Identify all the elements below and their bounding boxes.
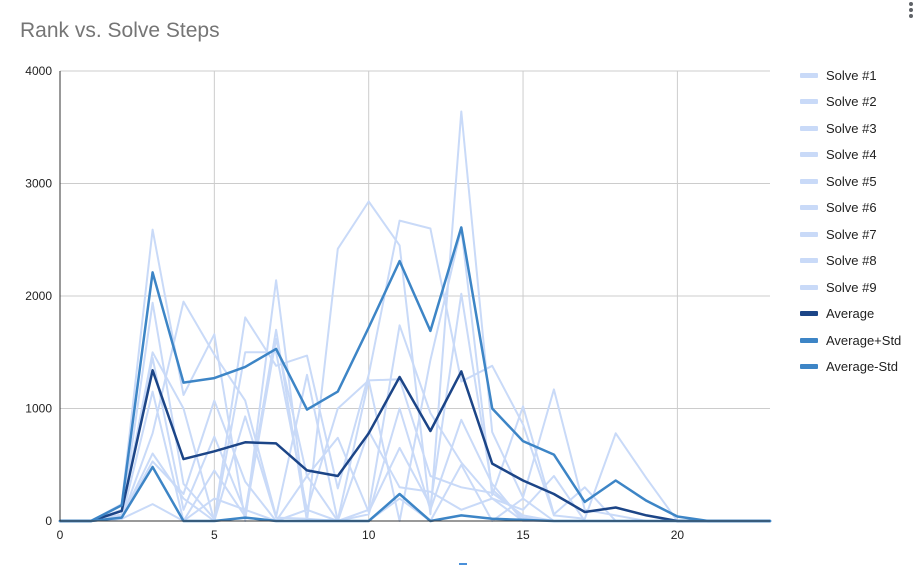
legend-swatch [800, 205, 818, 211]
x-tick-label: 15 [516, 528, 530, 542]
legend-item-solve-5[interactable]: Solve #5 [800, 168, 901, 195]
legend-item-average-std[interactable]: Average-Std [800, 354, 901, 381]
series-line-solve-2[interactable] [59, 219, 771, 522]
y-tick-label: 1000 [25, 402, 52, 416]
legend-swatch [800, 311, 818, 317]
y-tick-label: 0 [45, 514, 52, 528]
x-tick-label: 0 [57, 528, 64, 542]
legend-item-solve-4[interactable]: Solve #4 [800, 142, 901, 169]
legend-label: Solve #5 [826, 173, 877, 189]
legend-swatch [800, 284, 818, 290]
legend-item-average[interactable]: Average [800, 301, 901, 328]
legend-item-solve-9[interactable]: Solve #9 [800, 274, 901, 301]
legend-item-solve-2[interactable]: Solve #2 [800, 89, 901, 116]
y-tick-label: 2000 [25, 289, 52, 303]
legend-swatch [800, 99, 818, 105]
legend-label: Average [826, 306, 875, 322]
legend-item-solve-1[interactable]: Solve #1 [800, 62, 901, 89]
legend-item-solve-8[interactable]: Solve #8 [800, 248, 901, 275]
series-line-solve-9[interactable] [59, 415, 771, 522]
legend-swatch [800, 125, 818, 131]
legend-swatch [800, 152, 818, 158]
series-lines [58, 110, 772, 523]
legend-label: Average+Std [826, 332, 902, 348]
legend-swatch [800, 337, 818, 343]
legend-item-solve-6[interactable]: Solve #6 [800, 195, 901, 222]
chart-title: Rank vs. Solve Steps [20, 19, 220, 42]
x-tick-label: 10 [362, 528, 376, 542]
legend-label: Solve #9 [826, 279, 877, 295]
legend-swatch [800, 178, 818, 184]
legend-item-solve-3[interactable]: Solve #3 [800, 115, 901, 142]
series-line-average-std[interactable] [58, 226, 772, 523]
legend-label: Solve #3 [826, 120, 877, 136]
legend-label: Solve #2 [826, 94, 877, 110]
legend-label: Solve #8 [826, 253, 877, 269]
legend-label: Solve #4 [826, 147, 877, 163]
x-tick-label: 5 [211, 528, 218, 542]
y-tick-label: 3000 [25, 177, 52, 191]
legend-item-average-std[interactable]: Average+Std [800, 327, 901, 354]
legend-label: Solve #6 [826, 200, 877, 216]
legend-swatch [800, 231, 818, 237]
scroll-indicator [459, 563, 467, 565]
legend-swatch [800, 258, 818, 264]
legend-item-solve-7[interactable]: Solve #7 [800, 221, 901, 248]
legend-swatch [800, 364, 818, 370]
axes: 0 1000 2000 3000 4000 0 5 10 15 20 [25, 64, 770, 542]
legend-label: Solve #1 [826, 67, 877, 83]
legend-label: Average-Std [826, 359, 899, 375]
y-tick-label: 4000 [25, 64, 52, 78]
more-options-icon[interactable] [908, 2, 914, 20]
legend: Solve #1 Solve #2 Solve #3 Solve #4 Solve #5… [800, 62, 901, 380]
legend-label: Solve #7 [826, 226, 877, 242]
legend-swatch [800, 72, 818, 78]
x-tick-label: 20 [671, 528, 685, 542]
series-line-average[interactable] [58, 369, 772, 523]
